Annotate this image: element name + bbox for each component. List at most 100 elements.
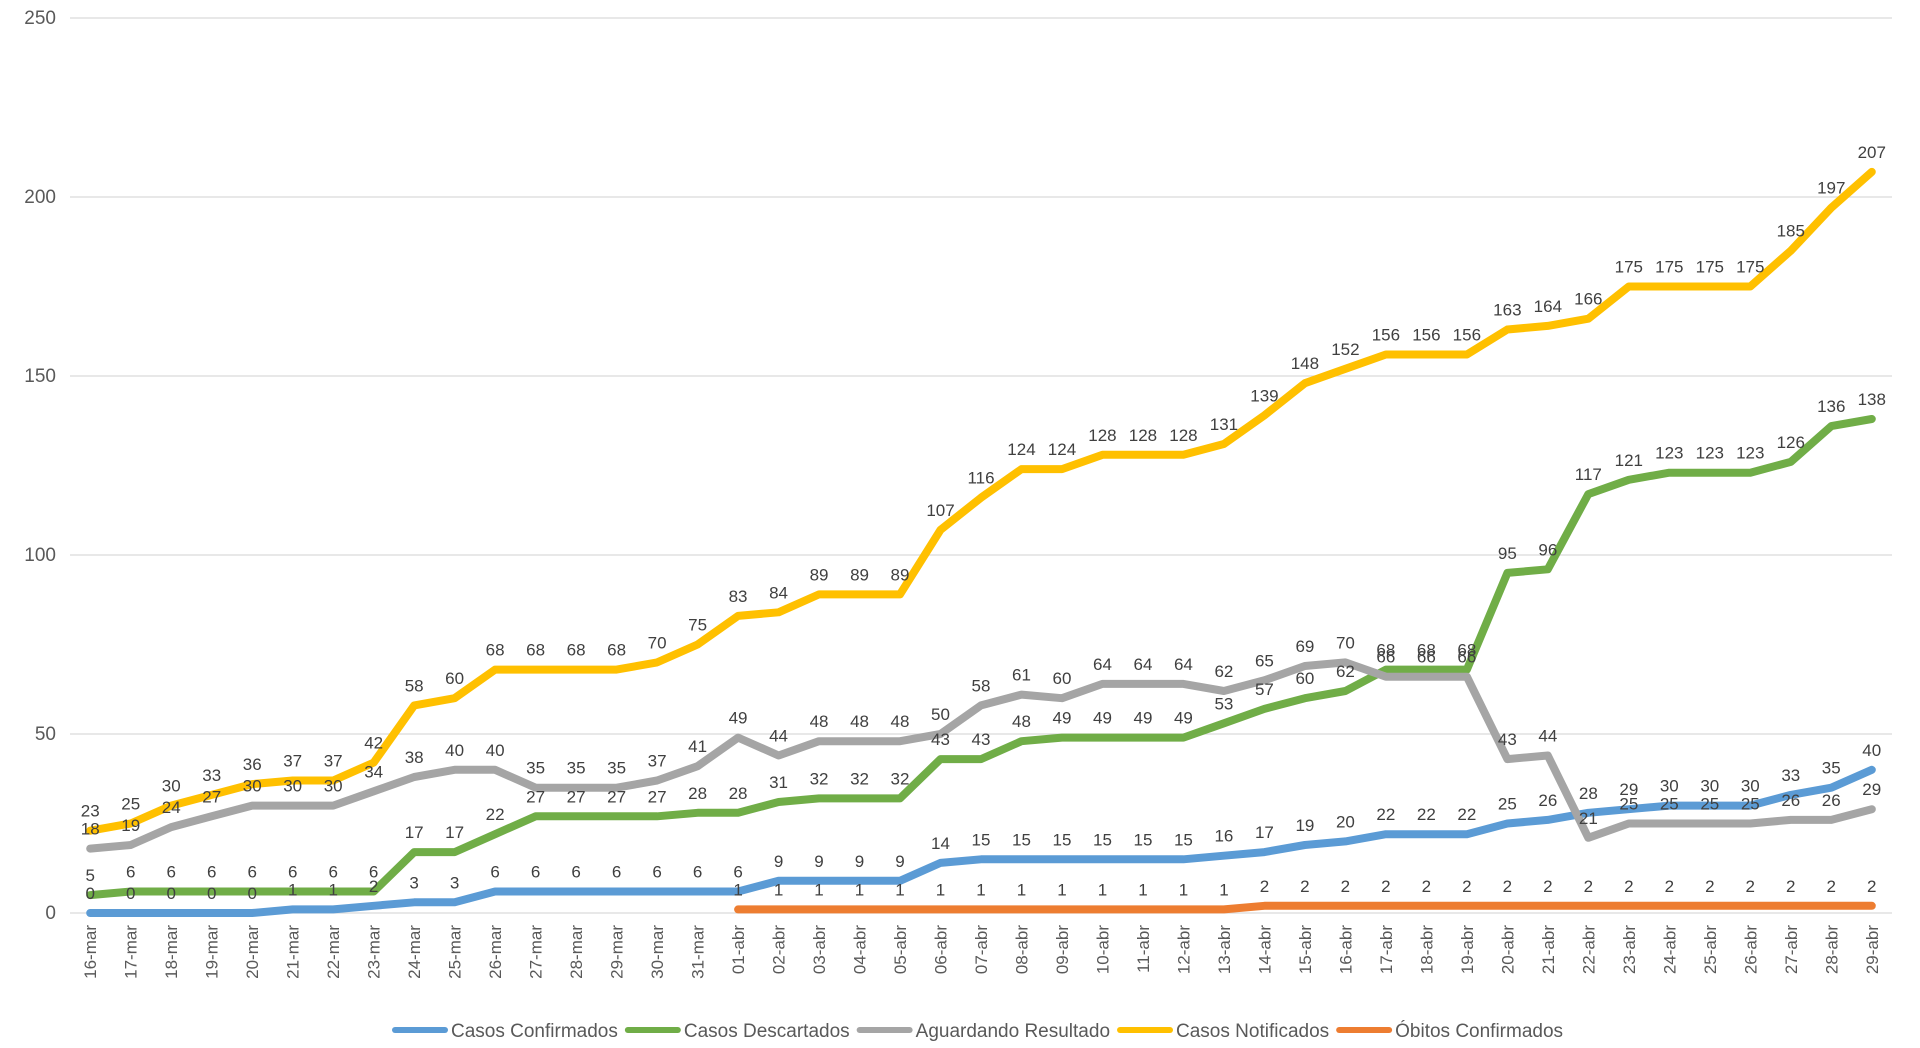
data-label: 2 — [1341, 877, 1350, 896]
data-label: 15 — [1133, 830, 1152, 849]
data-label: 2 — [369, 877, 378, 896]
data-label: 66 — [1457, 648, 1476, 667]
x-tick-label: 06-abr — [932, 925, 951, 974]
x-tick-label: 04-abr — [851, 925, 870, 974]
x-tick-label: 21-abr — [1539, 925, 1558, 974]
data-label: 35 — [1822, 759, 1841, 778]
data-label: 1 — [814, 880, 823, 899]
data-label: 36 — [243, 755, 262, 774]
data-label: 2 — [1584, 877, 1593, 896]
data-label: 42 — [364, 734, 383, 753]
data-label: 48 — [1012, 712, 1031, 731]
data-label: 6 — [693, 863, 702, 882]
data-label: 2 — [1705, 877, 1714, 896]
data-label: 3 — [409, 873, 418, 892]
data-label: 1 — [774, 880, 783, 899]
data-label: 64 — [1174, 655, 1193, 674]
x-tick-label: 14-abr — [1255, 925, 1274, 974]
data-label: 49 — [1133, 709, 1152, 728]
data-label: 6 — [612, 863, 621, 882]
x-tick-label: 12-abr — [1174, 925, 1193, 974]
data-label: 29 — [1862, 780, 1881, 799]
data-label: 1 — [1179, 880, 1188, 899]
data-label: 96 — [1538, 540, 1557, 559]
data-label: 48 — [850, 712, 869, 731]
data-label: 5 — [86, 866, 95, 885]
data-label: 0 — [247, 884, 256, 903]
data-label: 60 — [445, 669, 464, 688]
data-label: 41 — [688, 737, 707, 756]
data-label: 15 — [972, 830, 991, 849]
data-label: 48 — [810, 712, 829, 731]
data-label: 148 — [1291, 354, 1319, 373]
data-label: 9 — [895, 852, 904, 871]
data-label: 38 — [405, 748, 424, 767]
data-label: 1 — [1098, 880, 1107, 899]
data-label: 1 — [1017, 880, 1026, 899]
x-tick-label: 17-abr — [1377, 925, 1396, 974]
data-label: 33 — [202, 766, 221, 785]
data-label: 30 — [324, 777, 343, 796]
data-label: 35 — [607, 759, 626, 778]
data-label: 15 — [1174, 830, 1193, 849]
data-label: 24 — [162, 798, 181, 817]
data-label: 139 — [1250, 386, 1278, 405]
data-label: 27 — [202, 787, 221, 806]
data-label: 0 — [166, 884, 175, 903]
data-label: 0 — [126, 884, 135, 903]
data-label: 22 — [1417, 805, 1436, 824]
data-label: 20 — [1336, 812, 1355, 831]
x-tick-label: 29-abr — [1863, 925, 1882, 974]
data-label: 32 — [850, 769, 869, 788]
data-label: 152 — [1331, 340, 1359, 359]
data-label: 6 — [288, 863, 297, 882]
y-tick-label: 0 — [45, 903, 56, 924]
data-label: 107 — [926, 501, 954, 520]
data-label: 6 — [328, 863, 337, 882]
x-tick-label: 30-mar — [648, 925, 667, 979]
data-label: 30 — [243, 777, 262, 796]
data-label: 66 — [1376, 648, 1395, 667]
x-tick-label: 15-abr — [1296, 925, 1315, 974]
data-label: 2 — [1462, 877, 1471, 896]
data-label: 17 — [445, 823, 464, 842]
data-label: 15 — [1012, 830, 1031, 849]
x-tick-label: 18-abr — [1417, 925, 1436, 974]
data-label: 6 — [531, 863, 540, 882]
x-tick-label: 01-abr — [729, 925, 748, 974]
y-tick-label: 250 — [24, 8, 56, 29]
data-label: 22 — [1457, 805, 1476, 824]
data-label: 123 — [1736, 444, 1764, 463]
data-label: 29 — [1619, 780, 1638, 799]
data-label: 61 — [1012, 666, 1031, 685]
x-tick-label: 25-abr — [1701, 925, 1720, 974]
data-label: 83 — [729, 587, 748, 606]
legend-item: Casos Notificados — [1117, 1021, 1329, 1042]
data-label: 2 — [1381, 877, 1390, 896]
y-tick-label: 100 — [24, 545, 56, 566]
data-label: 123 — [1655, 444, 1683, 463]
x-tick-label: 18-mar — [162, 925, 181, 979]
x-tick-label: 25-mar — [446, 925, 465, 979]
x-tick-label: 10-abr — [1093, 925, 1112, 974]
data-label: 175 — [1696, 258, 1724, 277]
data-label: 1 — [1057, 880, 1066, 899]
data-label: 68 — [1417, 641, 1436, 660]
x-tick-label: 13-abr — [1215, 925, 1234, 974]
data-label: 25 — [1660, 795, 1679, 814]
data-label: 175 — [1655, 258, 1683, 277]
data-label: 31 — [769, 773, 788, 792]
data-label: 131 — [1210, 415, 1238, 434]
data-label: 2 — [1665, 877, 1674, 896]
legend-label: Casos Confirmados — [451, 1021, 618, 1042]
data-label: 60 — [1053, 669, 1072, 688]
x-tick-label: 26-abr — [1741, 925, 1760, 974]
x-tick-label: 26-mar — [486, 925, 505, 979]
data-label: 28 — [688, 784, 707, 803]
x-tick-label: 20-abr — [1498, 925, 1517, 974]
x-tick-label: 28-mar — [567, 925, 586, 979]
data-label: 128 — [1169, 426, 1197, 445]
x-tick-label: 07-abr — [972, 925, 991, 974]
series-line-1 — [86, 415, 1876, 900]
